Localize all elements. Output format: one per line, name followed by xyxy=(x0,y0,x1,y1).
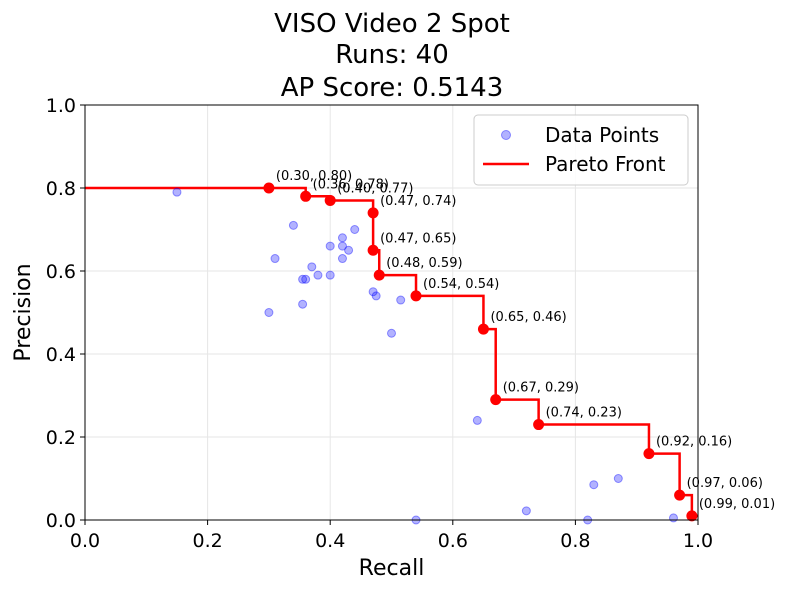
data-point xyxy=(387,328,396,338)
title-line-1: VISO Video 2 Spot xyxy=(274,9,510,39)
data-point xyxy=(350,225,360,234)
pareto-point-annotation: (0.54, 0.54) xyxy=(423,277,499,292)
pareto-point-annotation: (0.74, 0.23) xyxy=(546,406,622,421)
pareto-point-annotation: (0.30, 0.80) xyxy=(276,169,352,184)
data-point xyxy=(668,513,678,523)
pareto-point xyxy=(263,182,275,194)
pareto-points xyxy=(263,182,698,522)
data-point xyxy=(264,308,274,317)
data-point xyxy=(325,241,335,251)
pareto-point-annotation: (0.99, 0.01) xyxy=(699,497,775,512)
y-tick-label: 1.0 xyxy=(46,95,76,117)
pareto-point-annotation: (0.47, 0.74) xyxy=(380,194,456,209)
data-point xyxy=(589,480,599,490)
data-point xyxy=(313,270,323,280)
data-point xyxy=(172,187,182,197)
pareto-point-annotation: (0.67, 0.29) xyxy=(503,381,579,396)
pareto-point-annotation: (0.36, 0.78) xyxy=(313,177,389,192)
y-tick-label: 0.4 xyxy=(46,344,76,366)
pareto-point-annotation: (0.65, 0.46) xyxy=(490,310,566,325)
y-tick-label: 0.0 xyxy=(46,510,76,532)
pareto-point xyxy=(367,244,379,256)
x-axis-label: Recall xyxy=(359,556,425,581)
pareto-point xyxy=(533,419,545,431)
pareto-annotations: (0.30, 0.80)(0.36, 0.78)(0.40, 0.77)(0.4… xyxy=(276,169,775,512)
data-point xyxy=(307,262,317,272)
plot-frame xyxy=(84,104,699,521)
pareto-point xyxy=(686,510,698,522)
pareto-point-annotation: (0.48, 0.59) xyxy=(386,256,462,271)
pareto-point-annotation: (0.97, 0.06) xyxy=(687,476,763,491)
pareto-point xyxy=(490,394,502,406)
legend: Data Points Pareto Front xyxy=(473,114,689,186)
legend-label-pareto-front: Pareto Front xyxy=(545,152,666,176)
data-point xyxy=(337,241,347,251)
y-tick-label: 0.6 xyxy=(46,261,76,283)
data-point xyxy=(344,245,354,255)
data-point xyxy=(371,291,381,301)
legend-marker-data-points xyxy=(501,130,511,140)
pareto-point xyxy=(373,269,385,281)
pareto-point xyxy=(324,194,336,206)
data-point xyxy=(325,270,335,280)
data-point xyxy=(472,415,482,425)
pareto-point xyxy=(300,190,312,202)
x-tick-label: 0.4 xyxy=(315,530,345,552)
pareto-point-annotation: (0.47, 0.65) xyxy=(380,231,456,246)
x-tick-label: 0.2 xyxy=(192,530,222,552)
legend-box xyxy=(473,114,689,186)
pareto-point xyxy=(367,207,379,219)
y-axis-label: Precision xyxy=(11,263,36,361)
data-point xyxy=(298,274,308,284)
axis-ticks: 0.0 0.2 0.4 0.6 0.8 1.0 0.0 0.2 0.4 0.6 0.8 1.0 xyxy=(46,95,713,552)
x-tick-label: 0.0 xyxy=(70,530,100,552)
data-point xyxy=(337,233,347,243)
data-point xyxy=(288,220,298,230)
title-line-2: Runs: 40 xyxy=(335,40,449,70)
pareto-point xyxy=(643,448,655,460)
legend-label-data-points: Data Points xyxy=(545,123,659,147)
x-tick-label: 0.6 xyxy=(438,530,468,552)
x-tick-label: 0.8 xyxy=(560,530,590,552)
data-point xyxy=(521,506,531,516)
y-tick-label: 0.2 xyxy=(46,427,76,449)
x-tick-label: 1.0 xyxy=(683,530,713,552)
pareto-point xyxy=(410,290,422,302)
pareto-point xyxy=(477,323,489,335)
title-line-3: AP Score: 0.5143 xyxy=(281,73,504,103)
pareto-point xyxy=(674,489,686,501)
data-point xyxy=(301,274,311,284)
pareto-point-annotation: (0.92, 0.16) xyxy=(656,435,732,450)
y-tick-label: 0.8 xyxy=(46,178,76,200)
data-point xyxy=(270,254,280,264)
data-point xyxy=(298,299,308,309)
data-point xyxy=(368,287,378,297)
data-point xyxy=(337,254,347,264)
pareto-point-annotation: (0.40, 0.77) xyxy=(337,181,413,196)
data-point xyxy=(396,295,406,305)
chart-title: VISO Video 2 Spot Runs: 40 AP Score: 0.5… xyxy=(274,9,510,103)
data-point xyxy=(613,474,623,483)
